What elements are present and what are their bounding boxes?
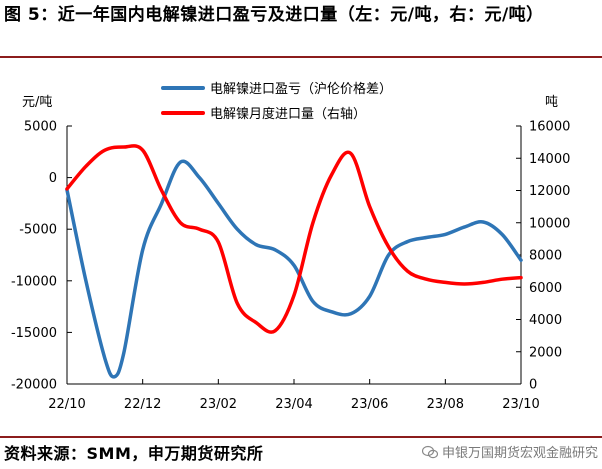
right-tick-label: 12000 xyxy=(529,184,570,199)
legend-label-profit: 电解镍进口盈亏（沪伦价格差） xyxy=(210,81,392,97)
right-tick-label: 6000 xyxy=(529,281,562,296)
source-divider xyxy=(0,436,602,438)
legend: 电解镍进口盈亏（沪伦价格差） 电解镍月度进口量（右轴） xyxy=(161,81,392,122)
left-tick-label: -20000 xyxy=(11,378,57,393)
right-tick-label: 4000 xyxy=(529,313,562,328)
series-line-profit xyxy=(65,159,523,379)
right-axis-unit: 吨 xyxy=(545,95,558,110)
right-tick-label: 8000 xyxy=(529,249,562,264)
x-tick-label: 22/10 xyxy=(48,397,85,412)
right-tick-label: 0 xyxy=(529,378,537,393)
series-lines xyxy=(65,144,523,379)
source-note: 资料来源：SMM，申万期货研究所 xyxy=(4,444,264,463)
right-tick-label: 10000 xyxy=(529,216,570,231)
title-divider xyxy=(0,56,602,58)
dual-axis-line-chart: 电解镍进口盈亏（沪伦价格差） 电解镍月度进口量（右轴） 元/吨 吨 5000 0 -… xyxy=(11,81,570,413)
legend-label-volume: 电解镍月度进口量（右轴） xyxy=(210,106,366,122)
left-tick-label: -10000 xyxy=(11,274,57,289)
left-tick-label: -5000 xyxy=(19,223,57,238)
x-tick-label: 23/04 xyxy=(275,397,312,412)
left-axis-unit: 元/吨 xyxy=(22,95,52,110)
x-tick-label: 23/10 xyxy=(502,397,539,412)
axes: 5000 0 -5000 -10000 -15000 -20000 16000 14000 12… xyxy=(11,120,570,413)
right-tick-label: 14000 xyxy=(529,152,570,167)
watermark-text: 申银万国期货宏观金融研究 xyxy=(441,446,598,461)
right-tick-label: 16000 xyxy=(529,120,570,135)
x-tick-label: 22/12 xyxy=(124,397,161,412)
watermark: 申银万国期货宏观金融研究 xyxy=(421,442,598,461)
series-line-volume xyxy=(65,144,523,334)
figure-title: 图 5：近一年国内电解镍进口盈亏及进口量（左：元/吨，右：元/吨） xyxy=(4,5,544,25)
left-tick-label: -15000 xyxy=(11,326,57,341)
x-tick-label: 23/02 xyxy=(200,397,237,412)
left-tick-label: 0 xyxy=(49,171,57,186)
right-tick-label: 2000 xyxy=(529,345,562,360)
x-tick-label: 23/08 xyxy=(427,397,464,412)
left-tick-label: 5000 xyxy=(24,120,57,135)
x-tick-label: 23/06 xyxy=(351,397,388,412)
wechat-icon xyxy=(421,445,438,458)
